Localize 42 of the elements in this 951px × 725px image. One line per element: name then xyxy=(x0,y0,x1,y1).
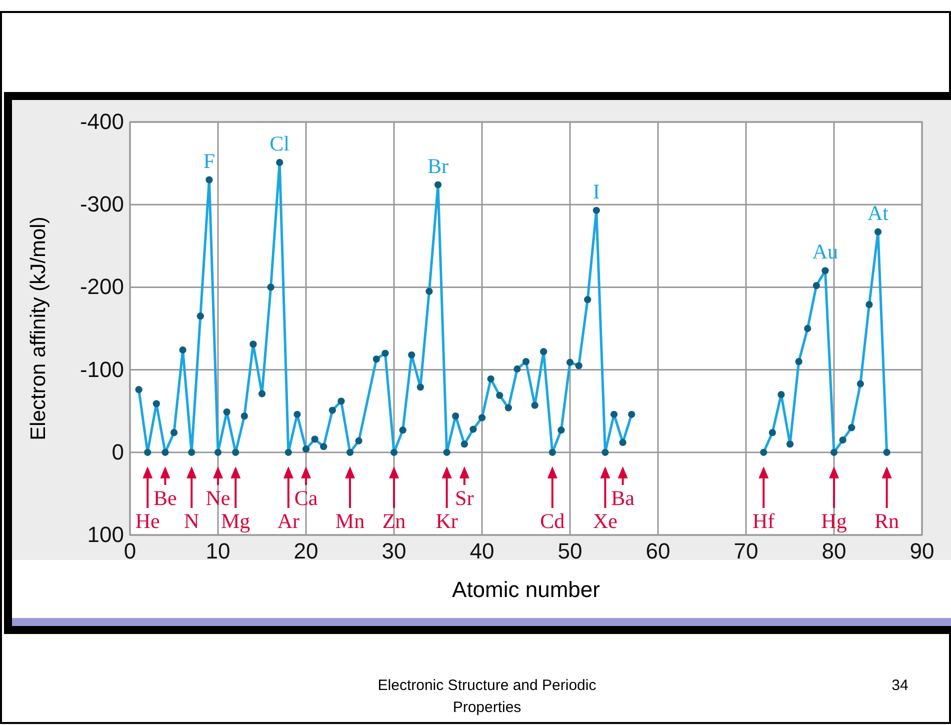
annotation: Zn xyxy=(382,509,406,533)
text: Electronic Structure and Periodic Properties xyxy=(378,677,597,716)
x-tick-label: 70 xyxy=(734,538,758,564)
x-tick-label: 60 xyxy=(646,538,670,564)
x-tick-label: 80 xyxy=(822,538,846,564)
y-axis-title: Electron affinity (kJ/mol) xyxy=(27,216,50,440)
annotation: Mg xyxy=(221,509,251,533)
annotation: Cd xyxy=(540,509,566,533)
annotation: Au xyxy=(812,240,839,264)
x-tick-label: 10 xyxy=(206,538,230,564)
x-tick-label: 40 xyxy=(470,538,494,564)
annotation: Be xyxy=(154,486,177,510)
x-tick-label: 30 xyxy=(382,538,406,564)
x-tick-label: 90 xyxy=(910,538,934,564)
y-tick-label: 0 xyxy=(112,439,124,464)
annotation: Ba xyxy=(611,486,636,510)
annotation: Sr xyxy=(455,486,474,510)
y-tick-label: -300 xyxy=(80,192,124,217)
y-tick-label: -100 xyxy=(80,356,124,382)
annotation: Mn xyxy=(335,509,366,533)
annotation: Hf xyxy=(752,509,775,533)
annotation: Br xyxy=(428,154,449,178)
annotation: Ar xyxy=(277,509,300,533)
y-tick-label: 100 xyxy=(87,522,124,548)
annotation: Xe xyxy=(592,509,618,533)
text: 34 xyxy=(892,677,908,694)
x-tick-label: 50 xyxy=(558,538,582,564)
annotation: N xyxy=(184,509,200,533)
annotation: Ca xyxy=(294,486,318,510)
x-tick-label: 20 xyxy=(294,538,318,564)
y-tick-label: -400 xyxy=(80,109,124,134)
annotation: Cl xyxy=(270,131,290,156)
annotation: At xyxy=(868,200,889,225)
y-tick-label: -200 xyxy=(80,274,124,300)
x-axis-title: Atomic number xyxy=(452,577,600,602)
annotation: I xyxy=(592,179,600,204)
annotation: Rn xyxy=(874,509,900,533)
annotation: He xyxy=(135,509,160,533)
annotation: Ne xyxy=(206,486,230,510)
annotation: F xyxy=(203,148,216,173)
annotation: Kr xyxy=(436,509,458,533)
annotation: Hg xyxy=(821,509,848,533)
